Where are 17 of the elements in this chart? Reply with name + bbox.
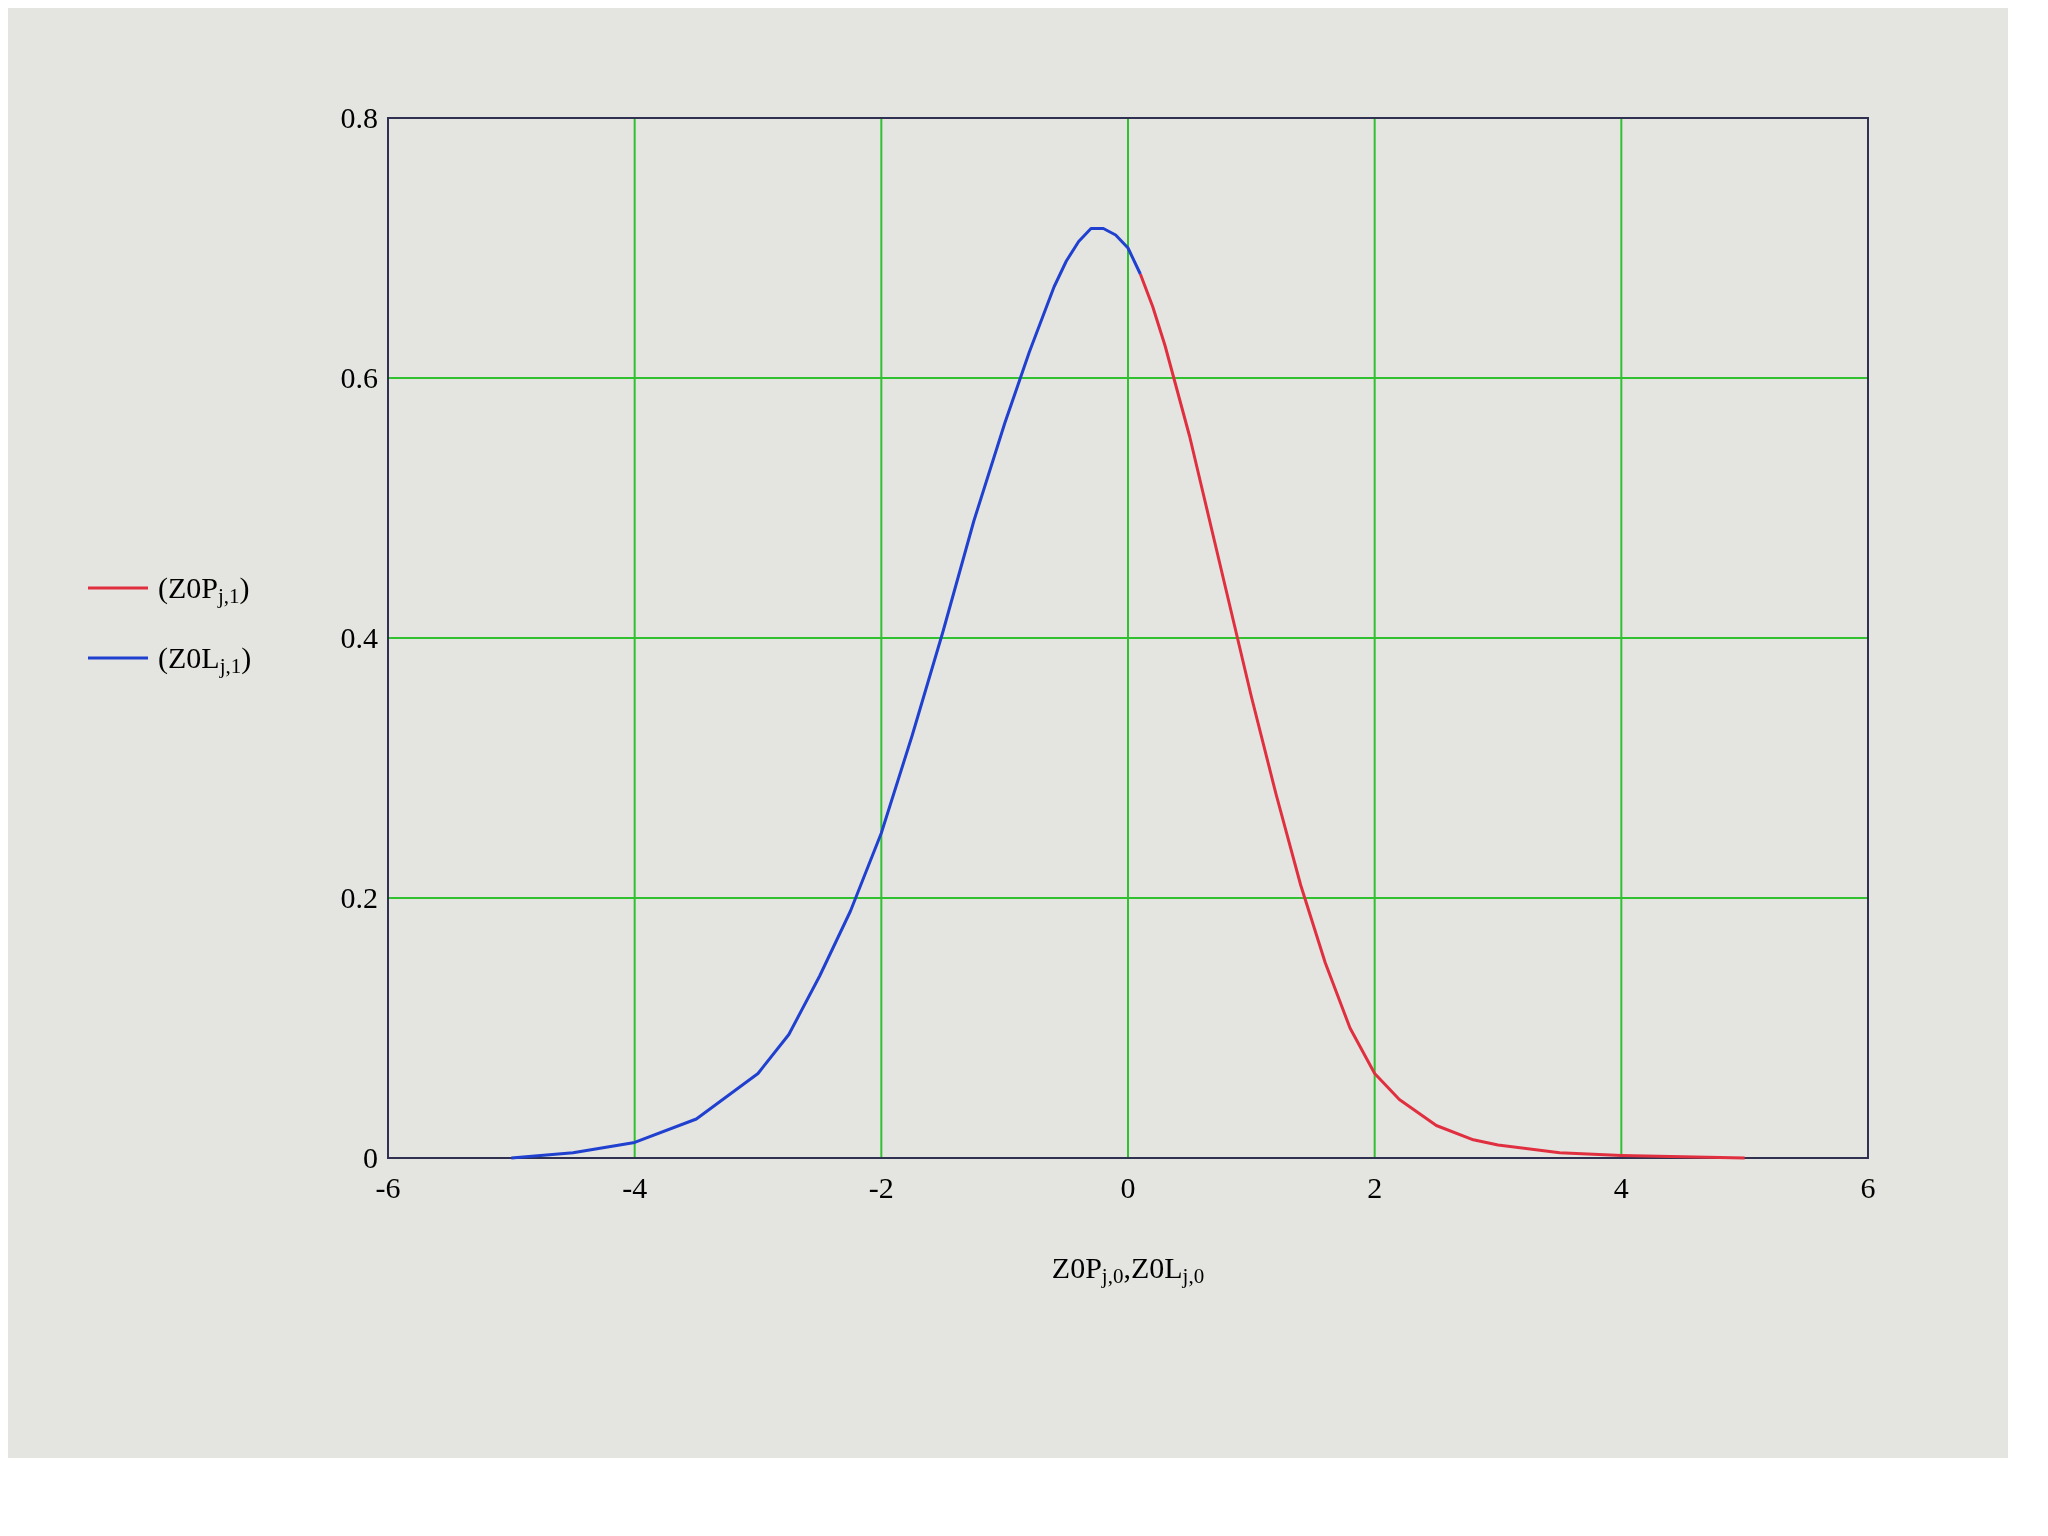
y-tick-label: 0.2	[340, 881, 378, 914]
y-tick-label: 0.6	[340, 361, 378, 394]
x-tick-label: -6	[375, 1171, 401, 1204]
line-series	[1138, 272, 1747, 1160]
x-tick-label: 0	[1120, 1171, 1136, 1204]
x-tick-label: 2	[1367, 1171, 1383, 1204]
y-tick-label: 0.8	[340, 101, 378, 134]
y-tick-label: 0.4	[340, 621, 378, 654]
x-tick-label: 6	[1860, 1171, 1876, 1204]
legend-label: (Z0L$_{j,1}$)	[158, 641, 252, 679]
x-tick-label: -4	[622, 1171, 648, 1204]
x-tick-label: -2	[868, 1171, 894, 1204]
x-axis-title: Z0P$_{j,0}$,Z0L$_{j,0}$	[1051, 1251, 1205, 1289]
legend-label: (Z0P$_{j,1}$)	[158, 571, 250, 609]
line-series	[509, 227, 1142, 1160]
y-tick-label: 0	[363, 1141, 378, 1174]
x-tick-label: 4	[1613, 1171, 1629, 1204]
